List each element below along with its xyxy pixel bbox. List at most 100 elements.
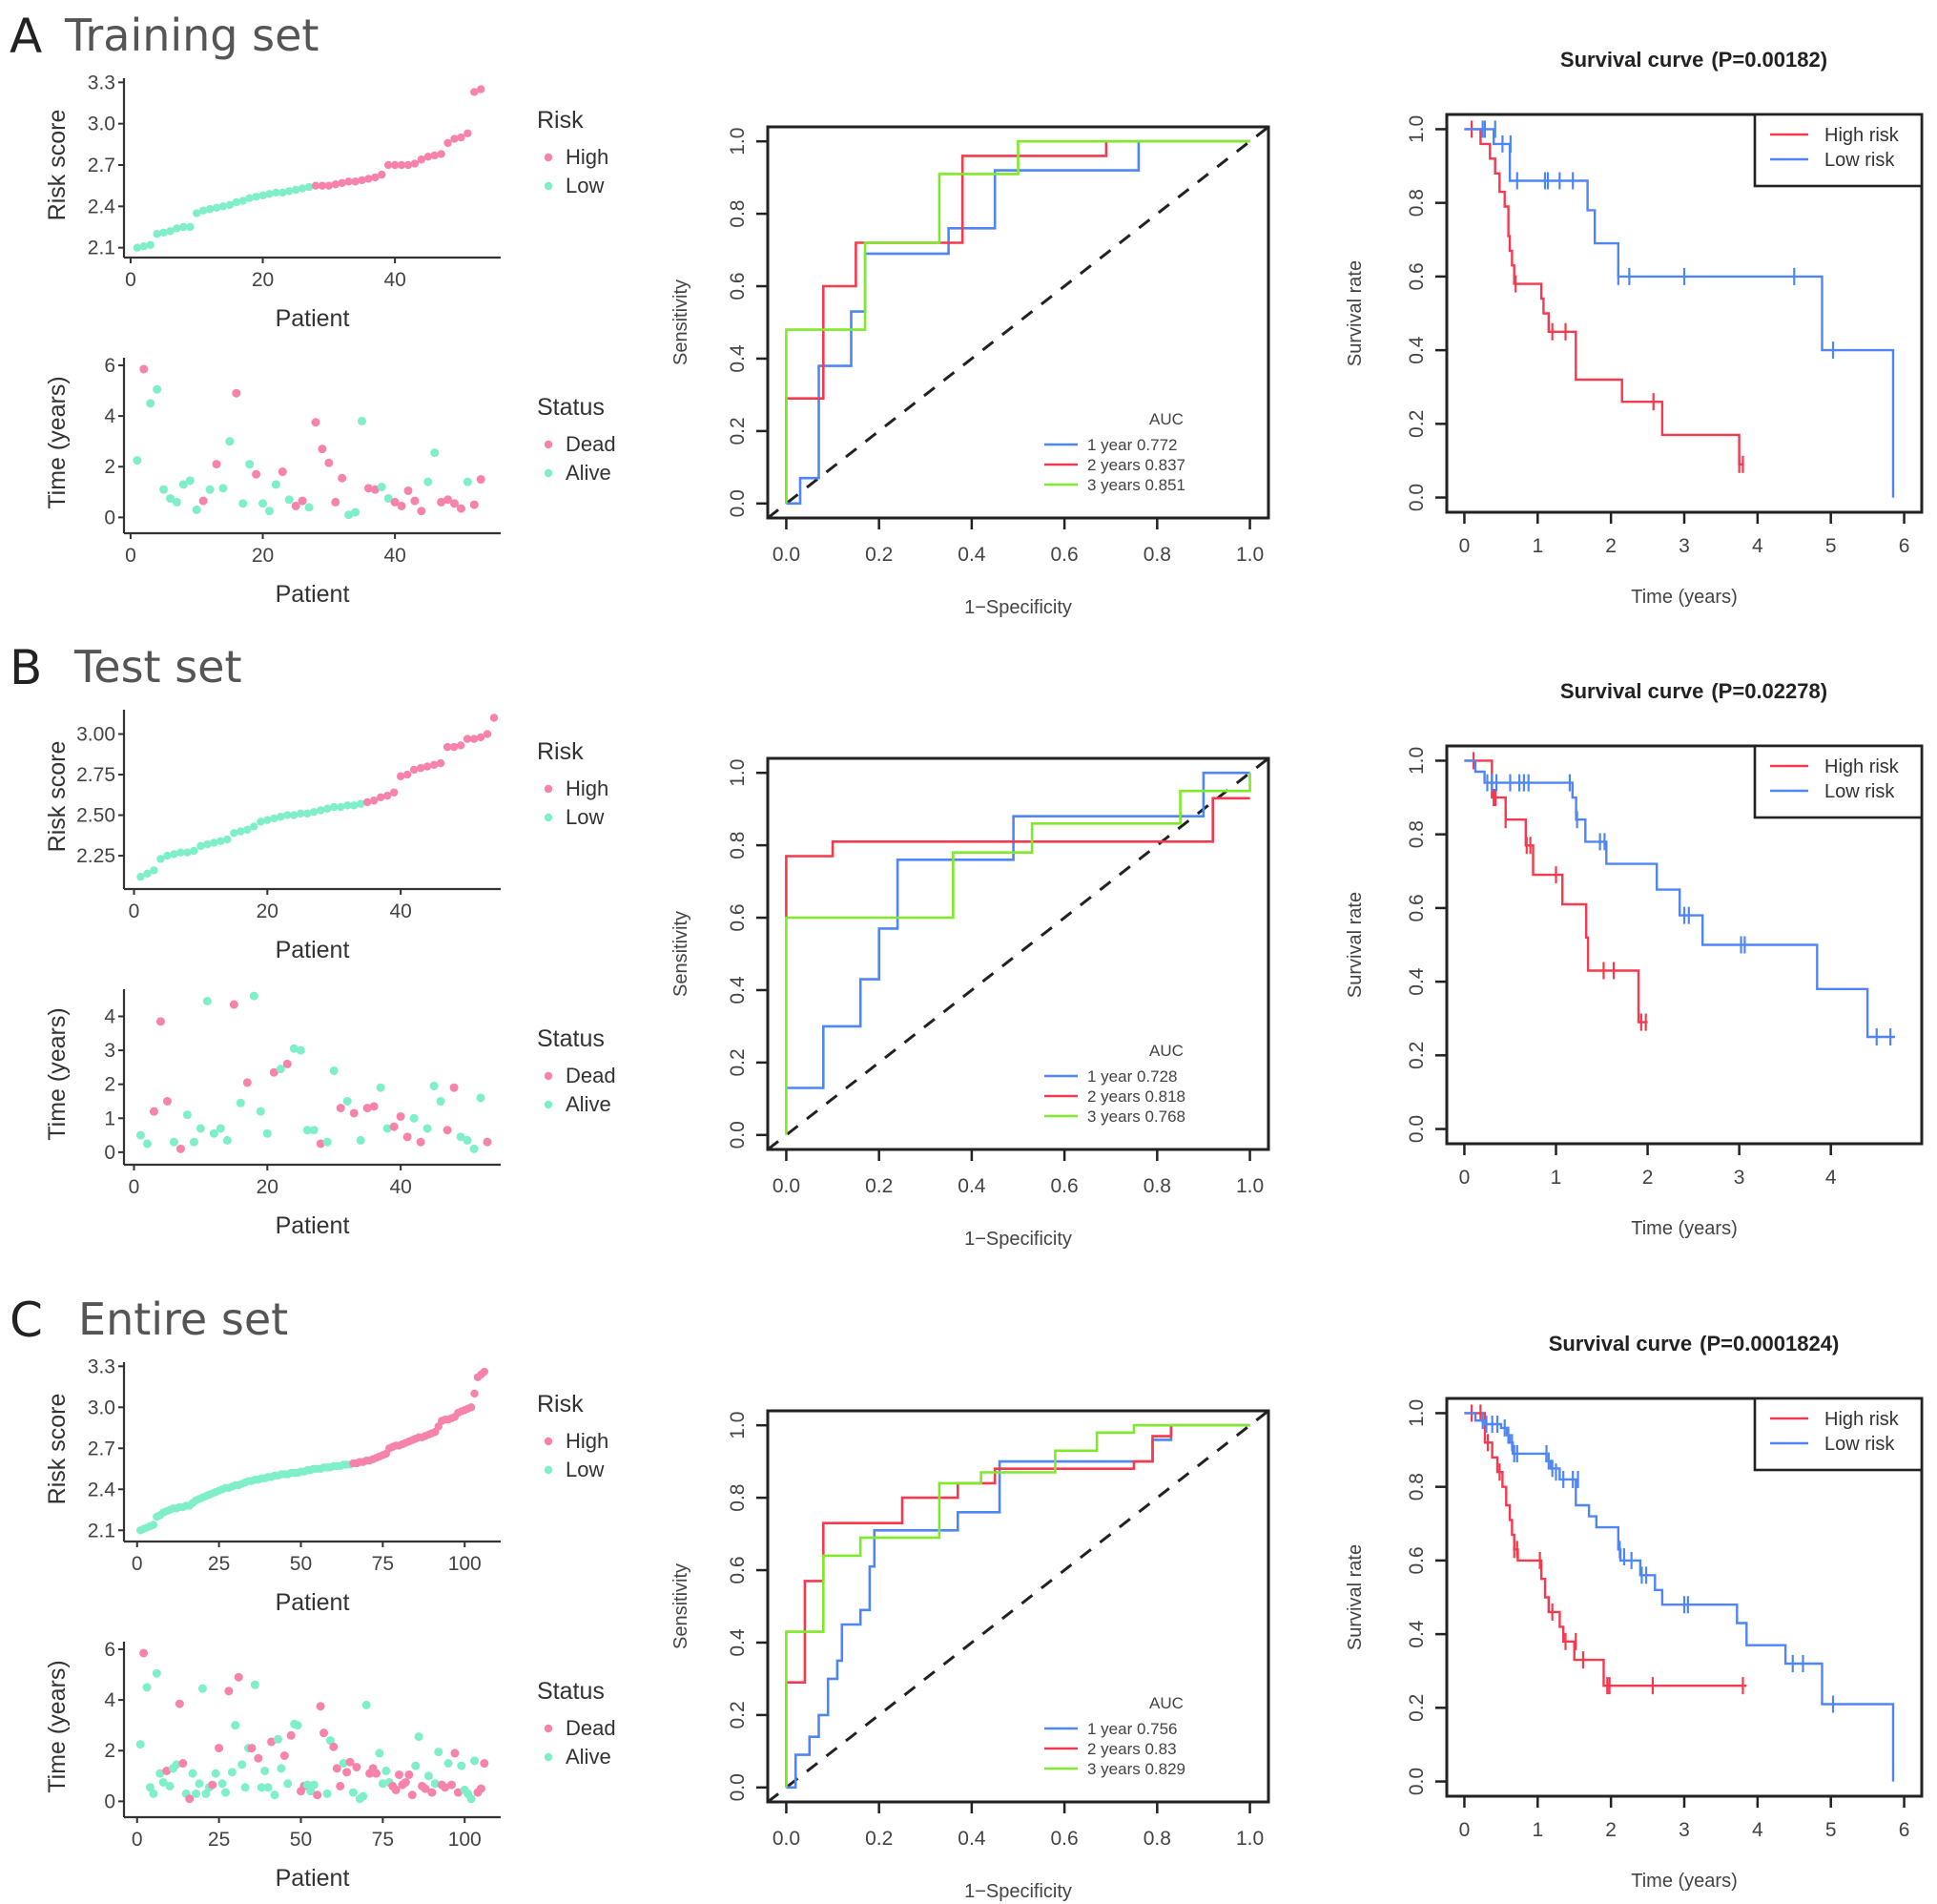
status-point-alive [304,503,314,512]
risk-point-high [443,138,452,148]
y-tick-label: 2.7 [88,1438,115,1459]
risk-score-plot: 0 20 40 2.25 2.50 2.75 3.00 Patient Risk score Ri… [44,710,608,963]
risk-point-low [176,848,185,857]
x-tick-label: 20 [252,545,274,567]
risk-point-high [436,758,445,768]
status-point-dead [229,1000,238,1009]
roc-curve-2-years [785,797,1250,918]
status-point-dead [212,460,221,469]
status-point-alive [466,1794,476,1804]
y-tick-label: 1.0 [727,128,749,155]
y-tick-label: 4 [104,1005,115,1027]
y-tick-label: 1.0 [727,1412,749,1439]
roc-curve-1-year [786,1423,1250,1790]
risk-point-low [156,855,165,863]
status-point-alive [169,1137,178,1147]
status-point-alive [220,1788,230,1797]
status-point-alive [273,1734,282,1744]
y-axis-label: Time (years) [44,376,71,508]
status-point-dead [345,1757,355,1767]
status-point-dead [446,1780,456,1790]
x-tick-label: 0.4 [958,1175,986,1197]
status-point-dead [324,458,334,467]
risk-point-high [489,714,499,722]
y-tick-label: 0.6 [727,903,749,931]
status-point-alive [202,996,212,1005]
risk-point-low [190,846,198,856]
y-tick-label: 0.0 [727,489,749,517]
risk-point-low [146,240,155,249]
km-curve-Low-risk [1464,759,1895,1039]
legend-title: AUC [1149,410,1184,428]
legend-swatch [544,784,553,794]
risk-point-high [430,151,439,160]
y-tick-label: 0 [104,507,115,528]
risk-point-high [358,176,366,185]
status-point-alive [227,1768,237,1777]
status-point-alive [377,482,386,491]
risk-point-low [210,838,218,847]
status-point-dead [401,1777,410,1787]
status-point-dead [224,1687,234,1696]
status-point-alive [302,1126,312,1135]
y-tick-label: 6 [104,355,115,377]
x-axis-label: Time (years) [1631,1218,1737,1239]
x-axis-label: Patient [276,305,350,332]
status-point-dead [389,1122,399,1131]
x-tick-label: 40 [389,1176,411,1198]
survival-plot: Survival curve (P=0.0001824) 0 1 2 3 4 5 6 0.0 0.2… [1345,1332,1924,1892]
y-tick-label: 1.0 [1406,1399,1428,1427]
status-point-alive [456,1132,465,1142]
risk-point-high [449,742,459,752]
status-point-alive [309,1780,319,1790]
legend-label: High risk [1824,756,1900,777]
status-point-alive [166,493,175,503]
risk-point-high [483,730,492,738]
status-point-dead [234,1672,243,1682]
status-point-alive [423,1771,433,1781]
y-tick-label: 0.8 [1406,189,1428,217]
x-tick-label: 0.8 [1144,1828,1171,1850]
risk-point-low [323,804,332,813]
risk-point-low [133,243,142,252]
status-point-alive [197,1684,207,1693]
x-axis-label: 1−Specificity [964,597,1072,618]
status-point-alive [283,1779,293,1789]
x-tick-label: 0.6 [1051,544,1079,566]
x-tick-label: 40 [389,900,411,922]
y-axis-label: Time (years) [44,1660,71,1792]
legend-label: Low risk [1824,150,1895,171]
status-point-dead [396,1112,405,1121]
x-axis-label: Patient [276,1865,350,1892]
status-point-alive [476,1093,485,1103]
risk-point-high [477,85,485,93]
x-tick-label: 0.8 [1144,544,1171,566]
status-point-dead [331,497,340,507]
risk-point-low [159,228,168,237]
status-point-alive [342,1096,352,1106]
risk-point-high [311,181,320,190]
legend-title: Risk [537,738,584,765]
survival-time-plot: 0 20 40 0 1 2 3 4 Patient Time (years) Status Dead A… [44,989,616,1239]
risk-point-low [252,193,260,201]
status-point-alive [189,1137,198,1147]
status-point-dead [427,1788,437,1797]
y-tick-label: 0 [104,1142,115,1164]
survival-title: Survival curve (P=0.0001824) [1549,1332,1840,1356]
risk-point-high [351,177,360,186]
y-tick-label: 3.3 [88,1356,115,1377]
status-point-dead [410,496,420,506]
status-point-dead [336,1781,345,1790]
legend-label: 2 years 0.837 [1087,456,1185,474]
risk-point-low [237,827,245,836]
status-point-alive [225,437,235,446]
status-point-alive [196,1124,205,1133]
status-point-dead [208,1780,217,1790]
x-tick-label: 50 [290,1829,312,1851]
x-tick-label: 100 [448,1829,482,1851]
x-tick-label: 1.0 [1236,1175,1264,1197]
status-point-alive [277,1764,286,1773]
roc-curve-3-years [785,139,1250,504]
status-point-alive [348,1788,358,1797]
y-tick-label: 0.8 [727,832,749,859]
